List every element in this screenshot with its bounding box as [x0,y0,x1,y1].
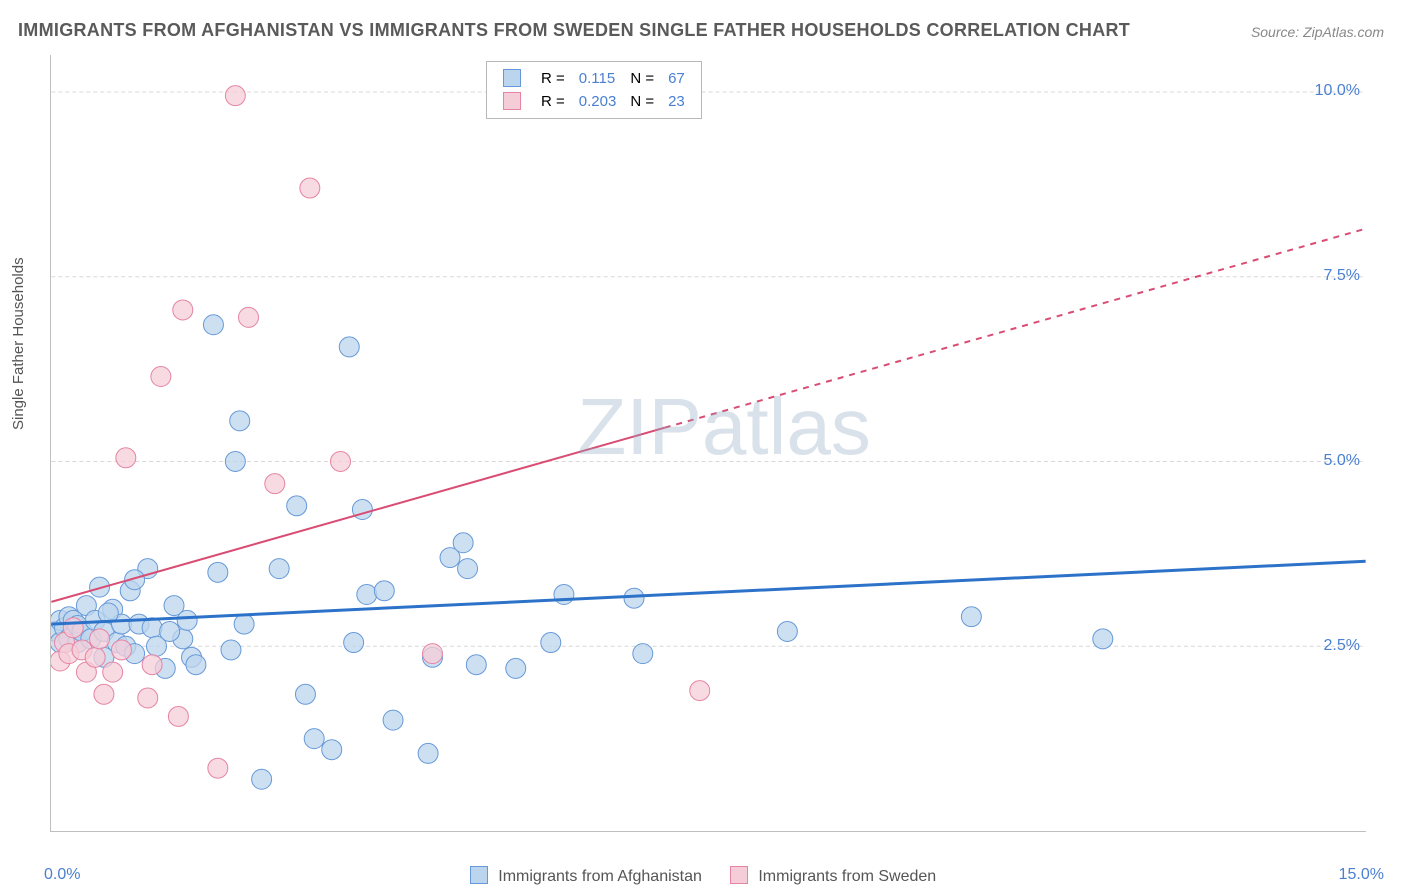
scatter-point [111,640,131,660]
scatter-point [961,607,981,627]
scatter-point [85,647,105,667]
scatter-point [418,743,438,763]
scatter-point [466,655,486,675]
scatter-point [690,681,710,701]
scatter-point [374,581,394,601]
scatter-point [203,315,223,335]
scatter-point [300,178,320,198]
scatter-point [458,559,478,579]
legend-swatch-icon [730,866,748,884]
y-tick-label: 10.0% [1315,82,1360,100]
scatter-point [383,710,403,730]
scatter-point [230,411,250,431]
scatter-point [304,729,324,749]
scatter-point [339,337,359,357]
scatter-point [506,658,526,678]
scatter-point [554,585,574,605]
scatter-point [234,614,254,634]
scatter-point [322,740,342,760]
scatter-point [177,610,197,630]
trend-line [665,229,1366,428]
scatter-point [94,684,114,704]
scatter-point [221,640,241,660]
scatter-point [138,688,158,708]
scatter-point [344,633,364,653]
scatter-point [541,633,561,653]
r-label: R = [535,91,571,112]
series-legend: Immigrants from Afghanistan Immigrants f… [0,866,1406,886]
scatter-point [265,474,285,494]
scatter-point [168,706,188,726]
trend-line [51,428,664,602]
correlation-legend: R =0.115N =67R =0.203N =23 [486,61,702,119]
scatter-point [186,655,206,675]
r-label: R = [535,68,571,89]
scatter-point [208,562,228,582]
plot-area: ZIPatlas R =0.115N =67R =0.203N =23 2.5%… [50,55,1366,832]
scatter-point [225,86,245,106]
y-tick-label: 2.5% [1324,637,1360,655]
r-value: 0.115 [573,68,623,89]
r-value: 0.203 [573,91,623,112]
scatter-point [777,621,797,641]
n-value: 23 [662,91,691,112]
scatter-point [160,621,180,641]
legend-swatch-icon [503,92,521,110]
scatter-point [63,618,83,638]
n-label: N = [624,68,660,89]
legend-item-afghanistan: Immigrants from Afghanistan [470,866,702,886]
y-tick-label: 7.5% [1324,267,1360,285]
scatter-point [142,655,162,675]
scatter-point [90,629,110,649]
legend-swatch-icon [503,69,521,87]
scatter-point [453,533,473,553]
scatter-point [269,559,289,579]
scatter-point [331,451,351,471]
scatter-point [633,644,653,664]
scatter-point [173,300,193,320]
y-axis-label: Single Father Households [10,257,27,430]
scatter-point [1093,629,1113,649]
correlation-legend-row: R =0.203N =23 [497,91,691,112]
source-attribution: Source: ZipAtlas.com [1251,24,1384,40]
n-value: 67 [662,68,691,89]
scatter-point [252,769,272,789]
scatter-point [423,644,443,664]
legend-label: Immigrants from Sweden [758,868,936,885]
scatter-point [208,758,228,778]
scatter-point [116,448,136,468]
scatter-point [624,588,644,608]
scatter-point [295,684,315,704]
scatter-point [287,496,307,516]
trend-line [51,561,1365,624]
chart-svg [51,55,1366,831]
legend-label: Immigrants from Afghanistan [498,868,702,885]
scatter-point [225,451,245,471]
correlation-legend-row: R =0.115N =67 [497,68,691,89]
scatter-point [103,662,123,682]
scatter-point [239,307,259,327]
scatter-point [357,585,377,605]
n-label: N = [624,91,660,112]
y-tick-label: 5.0% [1324,452,1360,470]
legend-item-sweden: Immigrants from Sweden [730,866,936,886]
legend-swatch-icon [470,866,488,884]
scatter-point [151,366,171,386]
chart-title: IMMIGRANTS FROM AFGHANISTAN VS IMMIGRANT… [18,20,1130,41]
